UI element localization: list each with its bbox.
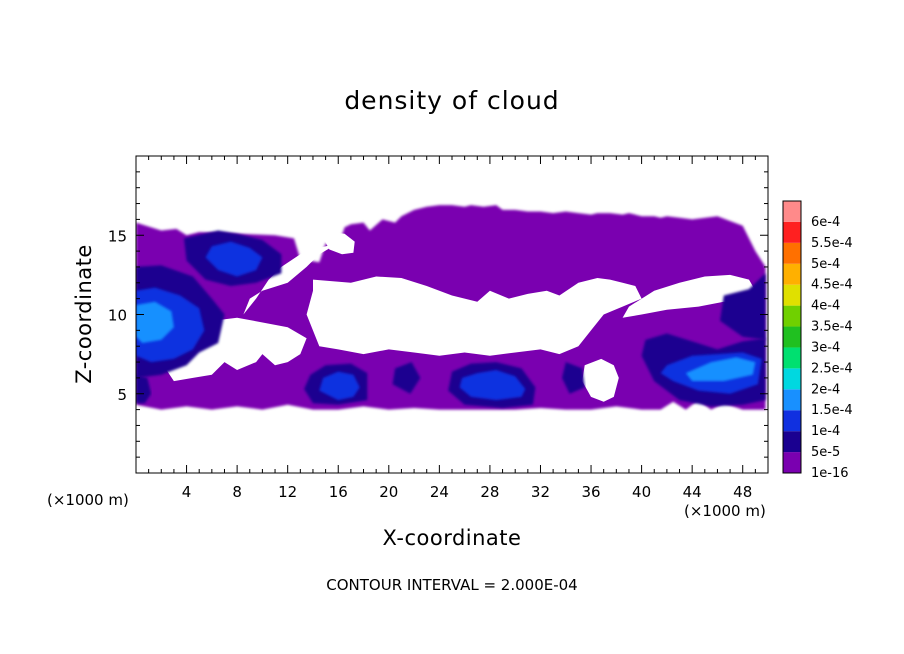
colorbar-label: 5e-5 <box>811 445 840 460</box>
contour-interval-note: CONTOUR INTERVAL = 2.000E-04 <box>326 576 578 594</box>
chart-title: density of cloud <box>344 86 560 115</box>
density-region-17 <box>562 362 585 394</box>
x-tick-label: 4 <box>182 483 192 501</box>
colorbar-label: 1.5e-4 <box>811 403 853 418</box>
density-region-24 <box>685 357 756 382</box>
y-tick-label: 10 <box>108 307 127 325</box>
colorbar-label: 2e-4 <box>811 382 840 397</box>
density-region-20 <box>319 371 360 401</box>
x-tick-label: 12 <box>278 483 297 501</box>
colorbar-swatch <box>783 221 801 243</box>
colorbar-label: 1e-4 <box>811 424 840 439</box>
density-field <box>136 205 766 410</box>
colorbar-swatch <box>783 410 801 432</box>
colorbar-swatch <box>783 452 801 473</box>
colorbar-swatch <box>783 242 801 264</box>
colorbar-frame <box>782 200 802 474</box>
colorbar: 1e-16 5e-5 1e-4 1.5e-4 2e-4 2.5e-4 3e-4 3.5e-4 4… <box>782 200 853 481</box>
x-tick-label: 8 <box>232 483 242 501</box>
colorbar-swatch <box>783 201 801 222</box>
density-region-7 <box>324 232 355 255</box>
density-region-2 <box>243 243 339 315</box>
colorbar-label: 4.5e-4 <box>811 278 853 293</box>
density-region-4 <box>376 298 566 347</box>
colorbar-label: 2.5e-4 <box>811 361 853 376</box>
x-tick-label: 28 <box>480 483 499 501</box>
y-tick-label: 5 <box>117 386 127 404</box>
colorbar-label: 5e-4 <box>811 257 840 272</box>
colorbar-label: 4e-4 <box>811 299 840 314</box>
x-tick-label: 36 <box>581 483 600 501</box>
colorbar-label: 3e-4 <box>811 340 840 355</box>
density-region-14 <box>720 273 766 340</box>
colorbar-label: 5.5e-4 <box>811 236 853 251</box>
density-region-23 <box>136 301 174 343</box>
density-region-19 <box>205 241 263 277</box>
x-axis-label: X-coordinate <box>382 526 522 550</box>
density-region-15 <box>136 374 152 404</box>
x-tick-label: 24 <box>430 483 449 501</box>
colorbar-swatch <box>783 368 801 390</box>
colorbar-swatch <box>783 284 801 306</box>
colorbar-swatch <box>783 431 801 453</box>
y-tick-label: 15 <box>108 227 127 245</box>
x-tick-label: 20 <box>379 483 398 501</box>
colorbar-swatch <box>783 305 801 327</box>
x-axis-ticks: 4 8 12 16 20 24 28 32 36 40 44 48 <box>148 156 756 501</box>
density-region-16 <box>392 362 421 394</box>
colorbar-swatch <box>783 389 801 411</box>
x-tick-label: 40 <box>632 483 651 501</box>
x-tick-label: 16 <box>329 483 348 501</box>
x-axis-unit-label-left: (×1000 m) <box>47 491 129 509</box>
colorbar-label: 6e-4 <box>811 215 840 230</box>
x-tick-label: 48 <box>733 483 752 501</box>
colorbar-label: 1e-16 <box>811 466 849 481</box>
colorbar-swatch <box>783 326 801 348</box>
density-region-5 <box>622 274 756 318</box>
colorbar-label: 3.5e-4 <box>811 320 853 335</box>
x-tick-label: 44 <box>683 483 702 501</box>
density-region-21 <box>459 370 526 401</box>
y-axis-ticks: 5 10 15 <box>108 171 768 458</box>
density-region-8 <box>522 317 556 340</box>
colorbar-swatch <box>783 347 801 369</box>
x-tick-label: 32 <box>531 483 550 501</box>
density-region-6 <box>582 358 619 402</box>
colorbar-swatch <box>783 263 801 285</box>
x-axis-unit-label-right: (×1000 m) <box>684 502 766 520</box>
